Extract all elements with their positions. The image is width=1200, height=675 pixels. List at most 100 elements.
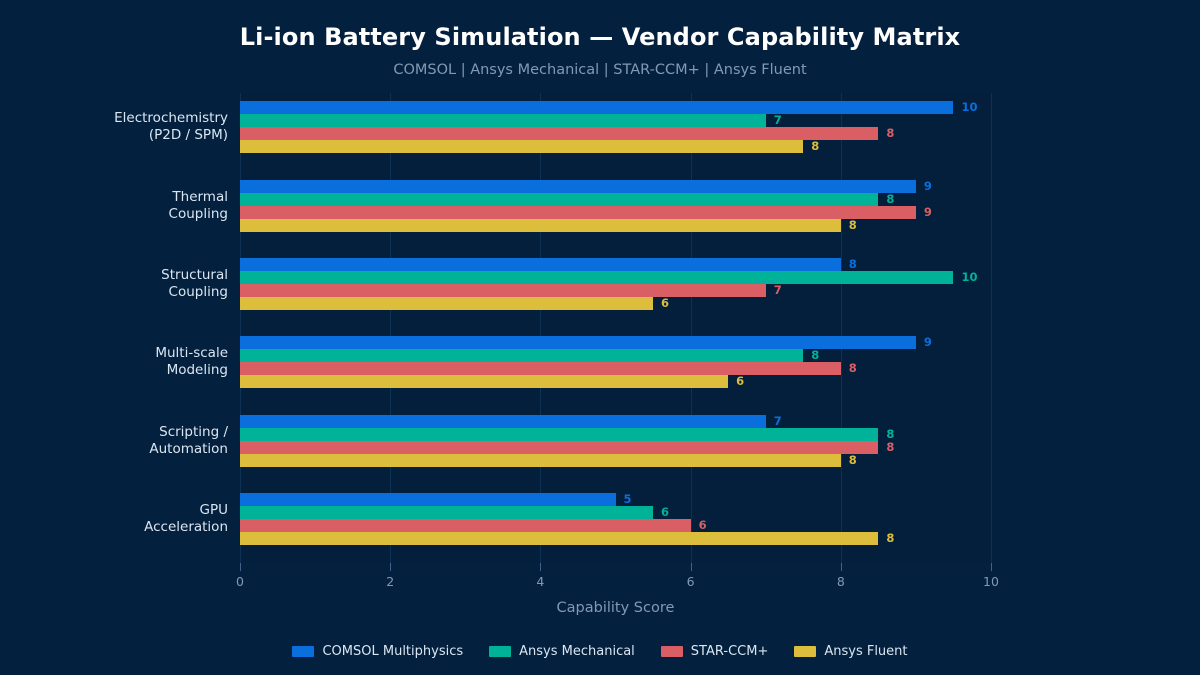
bar[interactable]	[240, 270, 954, 284]
category-label: Electrochemistry (P2D / SPM)	[8, 110, 228, 144]
bar[interactable]	[240, 205, 916, 219]
bar-row[interactable]: 8	[240, 191, 991, 206]
bar-row[interactable]: 6	[240, 517, 991, 532]
gridline	[840, 93, 842, 563]
bar[interactable]	[240, 140, 804, 154]
x-axis-tick	[840, 563, 842, 571]
bar-row[interactable]: 5	[240, 492, 991, 506]
legend-swatch-icon	[660, 646, 683, 657]
bar[interactable]	[240, 531, 879, 545]
bar[interactable]	[240, 414, 766, 428]
bar-row[interactable]: 7	[240, 283, 991, 297]
bar[interactable]	[240, 257, 841, 271]
bar-value-label: 8	[848, 256, 857, 271]
bar[interactable]	[240, 218, 841, 232]
bar-value-label: 6	[736, 374, 745, 389]
category-label-line: Automation	[149, 440, 228, 457]
bar-value-label: 6	[698, 517, 707, 532]
bar-row[interactable]: 8	[240, 530, 991, 545]
bar[interactable]	[240, 427, 879, 441]
bar-value-label: 9	[923, 178, 932, 193]
bar-row[interactable]: 6	[240, 374, 991, 389]
chart-legend: COMSOL Multiphysics Ansys Mechanical STAR-…	[0, 644, 1200, 659]
bar[interactable]	[240, 336, 916, 350]
legend-label: Ansys Fluent	[824, 644, 908, 659]
bar-row[interactable]: 8	[240, 256, 991, 271]
bar[interactable]	[240, 349, 804, 363]
bar-value-label: 10	[961, 100, 978, 115]
gridline	[240, 93, 241, 563]
x-axis-tick-label: 10	[983, 574, 999, 589]
bar[interactable]	[240, 179, 916, 193]
bar[interactable]	[240, 283, 766, 297]
bar-row[interactable]: 9	[240, 335, 991, 350]
bar-value-label: 8	[886, 191, 895, 206]
bar-value-label: 8	[848, 361, 857, 376]
category-label: Scripting / Automation	[8, 424, 228, 458]
chart-header: Li-ion Battery Simulation — Vendor Capab…	[0, 0, 1200, 78]
bar[interactable]	[240, 362, 841, 376]
gridline	[540, 93, 542, 563]
bar-row[interactable]: 10	[240, 100, 991, 115]
bar[interactable]	[240, 127, 879, 141]
x-axis-tick	[991, 563, 992, 571]
bar-row[interactable]: 7	[240, 113, 991, 128]
bar-row[interactable]: 10	[240, 270, 991, 284]
bar-value-label: 6	[661, 295, 670, 310]
category-label-line: GPU	[199, 501, 228, 518]
legend-item[interactable]: STAR-CCM+	[660, 644, 768, 659]
bar-row[interactable]: 8	[240, 361, 991, 376]
x-axis-tick	[240, 563, 241, 571]
bar[interactable]	[240, 453, 841, 467]
category-label-line: Scripting /	[159, 423, 228, 440]
bar[interactable]	[240, 375, 729, 389]
legend-swatch-icon	[794, 646, 817, 657]
bar-group: 9 8 8 6	[240, 335, 991, 389]
category-label-line: Coupling	[168, 205, 228, 222]
bar-row[interactable]: 8	[240, 453, 991, 467]
legend-label: COMSOL Multiphysics	[322, 644, 464, 659]
bar-value-label: 7	[773, 113, 782, 128]
x-axis-tick	[540, 563, 542, 571]
bar-group: 10 7 8 8	[240, 100, 991, 154]
bar-row[interactable]: 8	[240, 126, 991, 141]
bar[interactable]	[240, 101, 954, 115]
x-axis-tick-label: 8	[836, 574, 845, 589]
bar-value-label: 8	[886, 530, 895, 545]
chart-subtitle: COMSOL | Ansys Mechanical | STAR-CCM+ | …	[393, 62, 807, 78]
gridline	[991, 93, 992, 563]
bar-row[interactable]: 8	[240, 218, 991, 232]
x-axis-tick	[390, 563, 392, 571]
category-label-line: Modeling	[166, 362, 228, 379]
x-axis-title: Capability Score	[556, 600, 675, 616]
legend-item[interactable]: Ansys Mechanical	[489, 644, 635, 659]
bar[interactable]	[240, 492, 616, 506]
bar[interactable]	[240, 114, 766, 128]
bar-value-label: 9	[923, 335, 932, 350]
bar-row[interactable]: 9	[240, 178, 991, 193]
bar-row[interactable]: 8	[240, 427, 991, 441]
bar-row[interactable]: 8	[240, 440, 991, 454]
bar-row[interactable]: 8	[240, 348, 991, 363]
legend-item[interactable]: COMSOL Multiphysics	[292, 644, 463, 659]
bar-row[interactable]: 7	[240, 414, 991, 428]
bar[interactable]	[240, 440, 879, 454]
category-label-line: Thermal	[172, 188, 228, 205]
bar-row[interactable]: 8	[240, 139, 991, 154]
category-label: Structural Coupling	[8, 267, 228, 301]
bar[interactable]	[240, 505, 654, 519]
bar-row[interactable]: 6	[240, 504, 991, 519]
bar-row[interactable]: 6	[240, 295, 991, 310]
bar-value-label: 6	[661, 504, 670, 519]
legend-label: Ansys Mechanical	[519, 644, 635, 659]
legend-swatch-icon	[489, 646, 512, 657]
bar-row[interactable]: 9	[240, 205, 991, 219]
bar-value-label: 8	[811, 139, 820, 154]
bar[interactable]	[240, 296, 654, 310]
bar[interactable]	[240, 192, 879, 206]
bar-value-label: 8	[886, 126, 895, 141]
legend-item[interactable]: Ansys Fluent	[794, 644, 908, 659]
gridline	[390, 93, 392, 563]
bar[interactable]	[240, 518, 691, 532]
